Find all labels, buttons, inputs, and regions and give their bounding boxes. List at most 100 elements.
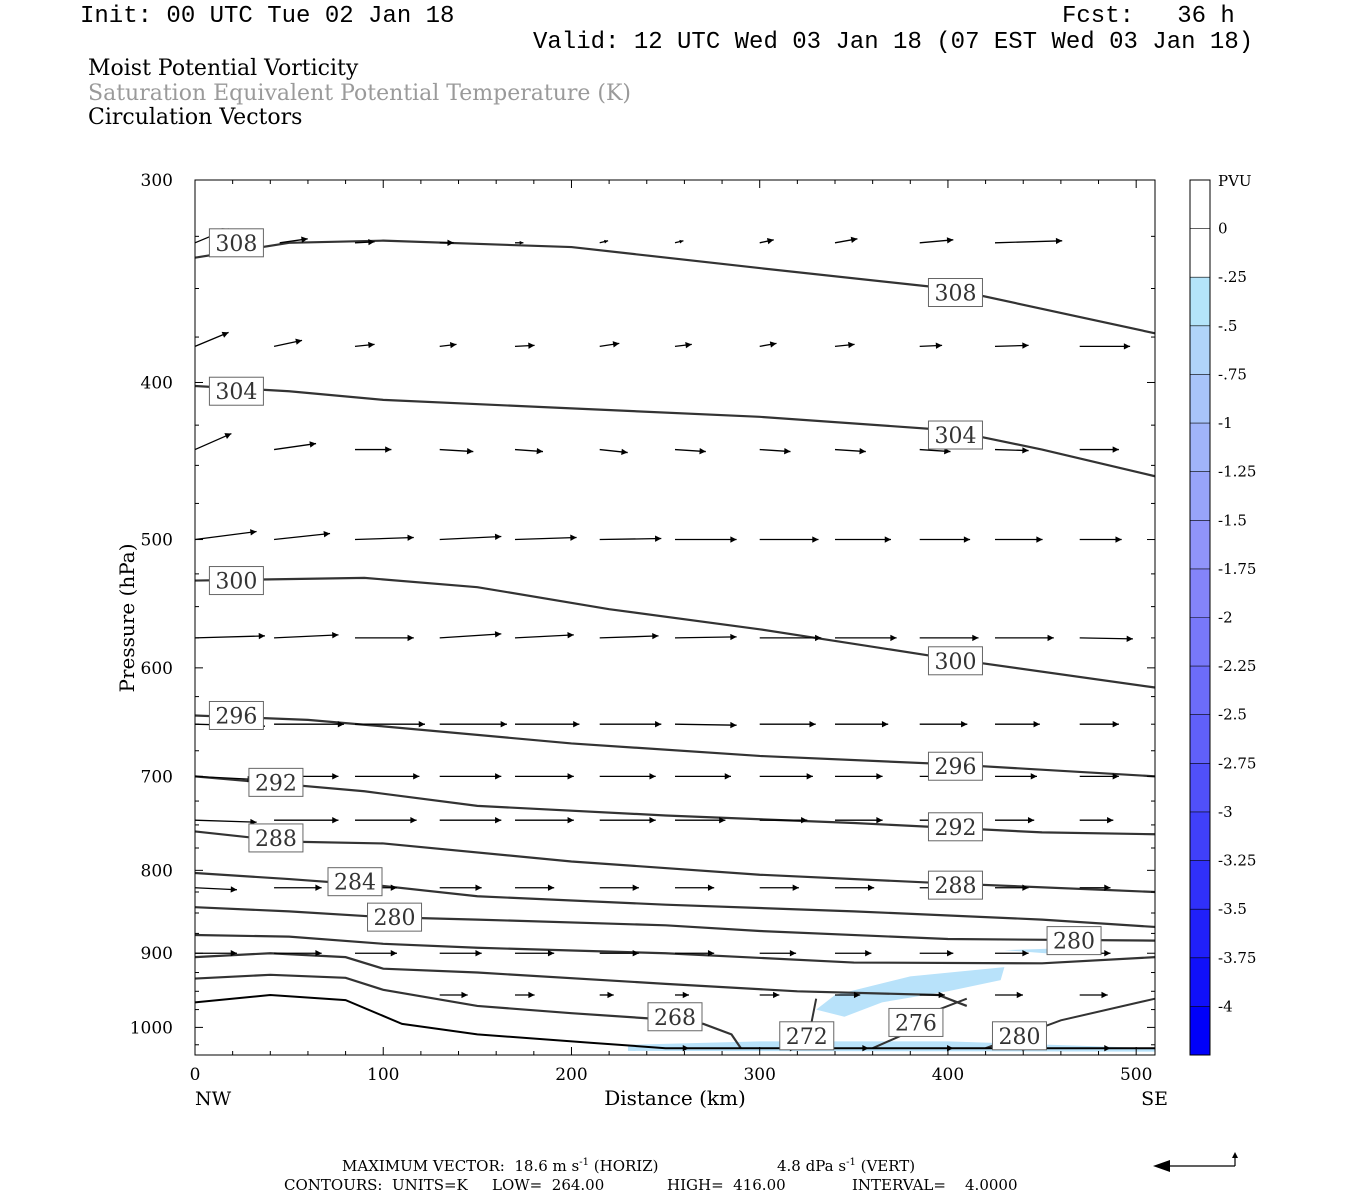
vector-arrow-2-8 bbox=[834, 447, 866, 455]
y-tick-label-7: 1000 bbox=[130, 1018, 173, 1038]
contour-label-296-0: 296 bbox=[215, 704, 257, 729]
y-tick-label-6: 900 bbox=[141, 944, 173, 964]
colorbar-label-4: -1 bbox=[1218, 414, 1233, 432]
vector-arrow-9-10 bbox=[995, 950, 1029, 957]
vector-arrow-4-8 bbox=[835, 634, 897, 642]
vector-arrow-9-7 bbox=[759, 950, 797, 957]
vector-arrow-9-8 bbox=[835, 950, 872, 957]
vector-arrow-7-10 bbox=[995, 817, 1035, 824]
vector-arrow-1-10 bbox=[994, 342, 1029, 349]
vector-arrow-10-0 bbox=[439, 991, 468, 999]
vector-arrow-2-7 bbox=[759, 447, 791, 455]
colorbar-label-3: -.75 bbox=[1218, 365, 1247, 383]
contour-label-280-0-box bbox=[367, 902, 423, 932]
contour-label-304-1: 304 bbox=[934, 424, 976, 449]
vector-arrow-9-2 bbox=[355, 950, 397, 957]
vector-arrow-0-1 bbox=[279, 236, 308, 244]
colorbar-label-12: -3 bbox=[1218, 803, 1233, 821]
contour-label-280-0: 280 bbox=[374, 906, 416, 931]
forecast-hour: Fcst: 36 h bbox=[1062, 3, 1235, 30]
vector-arrow-6-6 bbox=[675, 773, 731, 780]
vector-arrow-5-1 bbox=[274, 721, 345, 728]
vector-arrow-7-5 bbox=[599, 817, 656, 824]
vector-arrow-6-4 bbox=[515, 773, 574, 780]
vector-arrow-2-11 bbox=[1079, 446, 1119, 453]
vector-arrow-7-2 bbox=[355, 817, 417, 824]
x-endpoint-se: SE bbox=[1141, 1088, 1168, 1110]
vector-arrow-5-7 bbox=[759, 721, 816, 728]
vector-arrow-7-4 bbox=[515, 817, 574, 824]
contours-low: LOW= 264.00 bbox=[492, 1176, 605, 1194]
vector-arrow-2-5 bbox=[599, 448, 628, 456]
vector-arrow-10-8 bbox=[1079, 991, 1108, 999]
contour-label-308-0-box bbox=[208, 228, 264, 258]
vector-arrow-10-1 bbox=[515, 991, 535, 999]
vector-arrow-4-4 bbox=[514, 632, 574, 639]
colorbar-swatch-13 bbox=[1190, 811, 1210, 861]
vector-arrow-6-2 bbox=[355, 773, 420, 780]
contour-292 bbox=[194, 775, 1156, 836]
colorbar-swatch-0 bbox=[1190, 180, 1210, 229]
vector-arrow-11-5 bbox=[1079, 1045, 1111, 1052]
colorbar-swatch-14 bbox=[1190, 860, 1210, 910]
vector-arrow-0-5 bbox=[599, 239, 609, 244]
colorbar: PVU 0 -.25 -.5 -.75 -1 -1.25 -1.5 -1.75 -2 -2.25 -2… bbox=[1189, 172, 1256, 1056]
vector-arrow-5-6 bbox=[674, 721, 737, 729]
vector-arrow-4-10 bbox=[995, 634, 1054, 642]
vector-arrow-1-3 bbox=[439, 341, 457, 349]
contour-label-280-1: 280 bbox=[1053, 930, 1095, 955]
contour-label-292-1-box bbox=[927, 812, 983, 842]
vector-arrow-9-9 bbox=[919, 950, 954, 957]
contour-label-268-0-box bbox=[647, 1002, 703, 1032]
contours-high: HIGH= 416.00 bbox=[667, 1176, 786, 1194]
vector-arrow-8-6 bbox=[675, 884, 715, 891]
colorbar-title: PVU bbox=[1218, 172, 1252, 190]
vector-arrow-2-10 bbox=[994, 447, 1029, 454]
pv-shade-1 bbox=[627, 1041, 1155, 1052]
x-tick-label-2: 200 bbox=[555, 1065, 587, 1085]
vector-arrow-0-7 bbox=[759, 238, 774, 245]
vector-arrow-10-7 bbox=[995, 991, 1023, 999]
y-tick-label-2: 500 bbox=[141, 531, 173, 551]
contour-label-308-1-box bbox=[927, 278, 983, 308]
x-tick-label-5: 500 bbox=[1120, 1065, 1152, 1085]
init-time: Init: 00 UTC Tue 02 Jan 18 bbox=[80, 3, 455, 30]
colorbar-swatch-16 bbox=[1190, 957, 1210, 1007]
colorbar-label-13: -3.25 bbox=[1218, 852, 1256, 870]
colorbar-label-10: -2.5 bbox=[1218, 706, 1247, 724]
vector-arrow-2-4 bbox=[514, 447, 544, 455]
vector-arrow-2-9 bbox=[919, 447, 951, 455]
vector-arrow-8-3 bbox=[439, 884, 482, 891]
colorbar-swatch-4 bbox=[1190, 374, 1210, 424]
vector-arrow-0-3 bbox=[439, 239, 454, 246]
x-tick-label-3: 300 bbox=[743, 1065, 775, 1085]
title-vectors: Circulation Vectors bbox=[88, 105, 303, 130]
y-tick-label-0: 300 bbox=[141, 171, 173, 191]
x-tick-label-4: 400 bbox=[932, 1065, 964, 1085]
vector-arrow-7-1 bbox=[274, 817, 339, 824]
contour-label-iso-0: 272 bbox=[786, 1025, 828, 1050]
y-axis-label: Pressure (hPa) bbox=[115, 544, 139, 693]
contours-interval: INTERVAL= 4.0000 bbox=[852, 1176, 1018, 1194]
vector-arrow-10-6 bbox=[919, 991, 945, 999]
contour-label-304-0: 304 bbox=[215, 380, 257, 405]
vector-arrow-3-2 bbox=[354, 534, 414, 541]
vector-arrow-4-2 bbox=[355, 634, 414, 642]
vector-arrow-1-0 bbox=[194, 331, 229, 347]
colorbar-swatch-6 bbox=[1190, 471, 1210, 521]
contour-label-iso-2: 280 bbox=[998, 1025, 1040, 1050]
vector-arrow-4-11 bbox=[1079, 635, 1133, 642]
vector-arrow-0-4 bbox=[515, 240, 524, 245]
vector-arrow-4-5 bbox=[599, 632, 659, 640]
contour-280 bbox=[194, 906, 1156, 942]
vector-arrow-6-10 bbox=[995, 773, 1037, 780]
x-axis-label: Distance (km) bbox=[604, 1086, 746, 1110]
contours-units: CONTOURS: UNITS=K bbox=[284, 1176, 468, 1194]
colorbar-label-2: -.5 bbox=[1218, 317, 1237, 335]
colorbar-swatch-10 bbox=[1190, 666, 1210, 715]
contour-label-284-0: 284 bbox=[334, 871, 376, 896]
contour-label-292-0: 292 bbox=[255, 771, 297, 796]
vector-arrow-8-10 bbox=[995, 884, 1029, 891]
colorbar-swatch-1 bbox=[1190, 228, 1210, 278]
vector-arrow-8-4 bbox=[515, 884, 555, 891]
